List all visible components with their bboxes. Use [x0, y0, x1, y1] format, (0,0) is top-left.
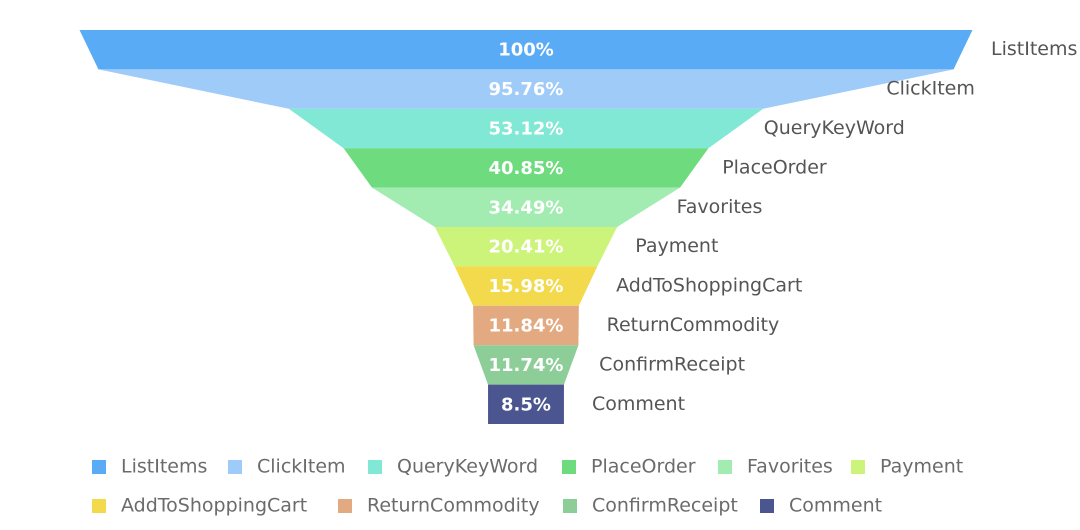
funnel-segment [473, 345, 579, 385]
legend-label: ReturnCommodity [367, 495, 540, 517]
legend-label: ListItems [121, 456, 207, 478]
category-label: QueryKeyWord [764, 117, 905, 139]
funnel-segment [473, 305, 579, 346]
legend-label: PlaceOrder [591, 456, 696, 478]
value-label: 11.74% [489, 355, 564, 376]
value-label: 20.41% [489, 237, 564, 258]
legend-marker [851, 460, 865, 474]
value-label: 53.12% [489, 119, 564, 140]
funnel-segment [372, 187, 680, 227]
funnel-segment [454, 266, 598, 306]
legend-marker [92, 499, 106, 513]
category-label: Comment [592, 393, 685, 415]
funnel-segment [288, 108, 764, 149]
category-label: ConfirmReceipt [599, 353, 745, 375]
legend-marker [338, 499, 352, 513]
legend-label: ClickItem [257, 456, 346, 478]
legend-marker [228, 460, 242, 474]
legend-marker [563, 499, 577, 513]
category-label: Payment [635, 235, 718, 257]
legend-label: QueryKeyWord [397, 456, 538, 478]
legend-marker [562, 460, 576, 474]
value-label: 40.85% [489, 158, 564, 179]
category-label: ListItems [991, 38, 1077, 60]
value-label: 95.76% [489, 79, 564, 100]
value-label: 34.49% [489, 197, 564, 218]
funnel-segment [434, 227, 618, 267]
legend-marker [718, 460, 732, 474]
funnel-segment [98, 69, 954, 109]
category-label: ClickItem [886, 78, 975, 100]
legend-marker [92, 460, 106, 474]
category-label: ReturnCommodity [607, 314, 780, 336]
value-label: 15.98% [489, 276, 564, 297]
legend-label: Comment [789, 495, 882, 517]
legend-label: ConfirmReceipt [592, 495, 738, 517]
legend-marker [368, 460, 382, 474]
funnel-segment [79, 30, 973, 70]
legend-label: Payment [880, 456, 963, 478]
value-label: 100% [498, 40, 554, 61]
value-label: 8.5% [501, 394, 551, 415]
legend-label: Favorites [747, 456, 833, 478]
category-label: PlaceOrder [722, 156, 827, 178]
funnel-segment [343, 148, 709, 188]
value-label: 11.84% [489, 316, 564, 337]
category-label: Favorites [677, 196, 763, 218]
funnel-segment [488, 384, 564, 424]
legend-label: AddToShoppingCart [121, 495, 307, 517]
legend-marker [760, 499, 774, 513]
category-label: AddToShoppingCart [616, 275, 802, 297]
